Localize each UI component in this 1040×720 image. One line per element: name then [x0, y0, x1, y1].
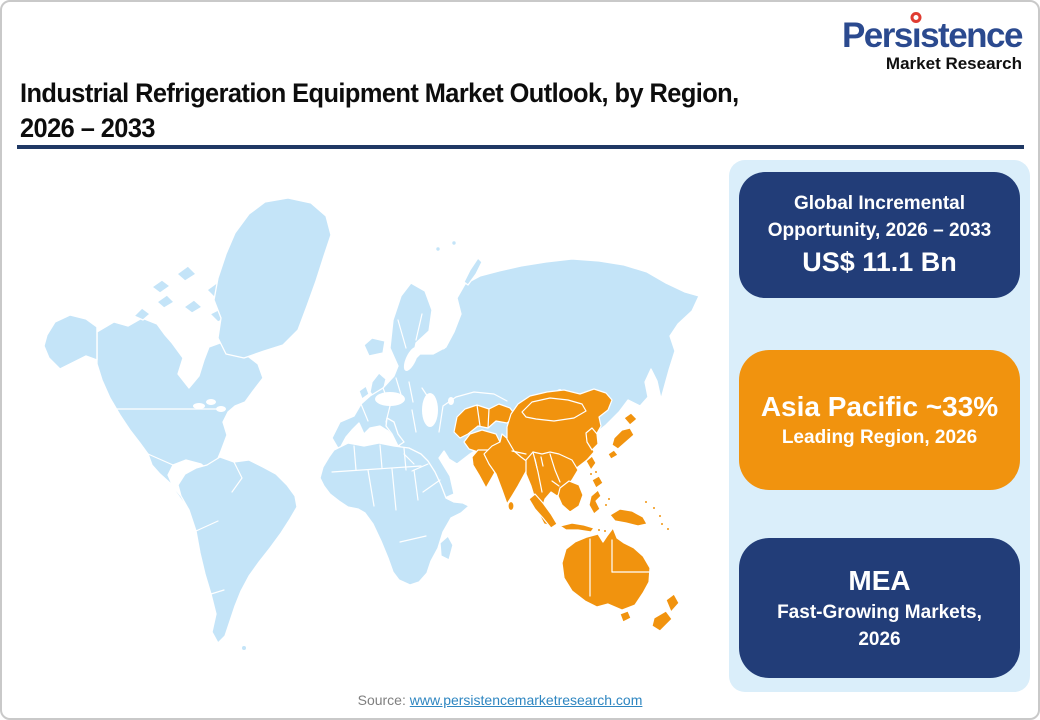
logo-letter-i: ı	[910, 12, 922, 53]
new-zealand-north	[665, 593, 680, 613]
mongolia	[521, 397, 587, 422]
global-card-line2: Opportunity, 2026 – 2033	[767, 219, 992, 241]
asia-pacific-card: Asia Pacific ~33% Leading Region, 2026	[739, 350, 1020, 490]
new-zealand-south	[651, 610, 673, 632]
mea-card: MEA Fast-Growing Markets, 2026	[739, 538, 1020, 678]
iceland	[363, 337, 386, 357]
world-landmass	[43, 197, 700, 650]
global-opportunity-card: Global Incremental Opportunity, 2026 – 2…	[739, 172, 1020, 298]
japan-hokkaido	[623, 412, 638, 426]
africa	[319, 442, 470, 586]
greenland	[213, 197, 332, 359]
asia-pacific-subline: Leading Region, 2026	[781, 427, 978, 449]
novaya-zemlya	[463, 257, 483, 286]
source-link[interactable]: www.persistencemarketresearch.com	[409, 692, 643, 708]
logo-brand-text: Pers ıstence	[842, 12, 1023, 53]
logo-subtitle: Market Research	[885, 54, 1022, 73]
global-card-value: US$ 11.1 Bn	[802, 246, 957, 277]
page-title: Industrial Refrigeration Equipment Marke…	[20, 76, 739, 145]
pmr-logo: Pers ıstence Market Research	[842, 12, 1023, 73]
sumatra	[528, 493, 558, 529]
philippines-mindanao	[591, 475, 604, 489]
title-divider	[17, 145, 1024, 149]
madagascar	[439, 535, 454, 561]
title-line-2: 2026 – 2033	[20, 112, 156, 143]
mea-subline-2: 2026	[858, 628, 901, 650]
philippines-luzon	[585, 455, 597, 471]
mea-headline: MEA	[848, 565, 911, 597]
alaska	[43, 314, 98, 370]
ireland	[358, 385, 370, 400]
italy	[385, 417, 405, 447]
apac-internal-borders	[476, 404, 650, 597]
asia-pacific-headline: Asia Pacific ~33%	[760, 390, 999, 422]
title-line-1: Industrial Refrigeration Equipment Marke…	[20, 78, 739, 108]
source-line: Source: www.persistencemarketresearch.co…	[2, 692, 998, 708]
japan-kyushu	[607, 449, 619, 460]
global-card-line1: Global Incremental	[793, 193, 966, 215]
asia-pacific-region-highlight	[453, 388, 680, 632]
japan-honshu	[611, 427, 635, 450]
country-borders	[96, 313, 508, 595]
mea-subline-1: Fast-Growing Markets,	[777, 602, 982, 624]
java	[559, 522, 595, 533]
borneo	[557, 480, 584, 513]
sulawesi	[588, 489, 602, 515]
source-label: Source:	[357, 692, 406, 708]
logo-red-dot-icon	[910, 12, 922, 23]
stats-panel: Global Incremental Opportunity, 2026 – 2…	[729, 160, 1030, 692]
new-guinea	[609, 508, 648, 527]
eurasia	[331, 258, 700, 502]
tasmania	[619, 610, 632, 623]
sri-lanka	[507, 500, 515, 512]
australia	[561, 527, 651, 611]
korea	[585, 427, 599, 451]
south-america	[177, 456, 298, 644]
